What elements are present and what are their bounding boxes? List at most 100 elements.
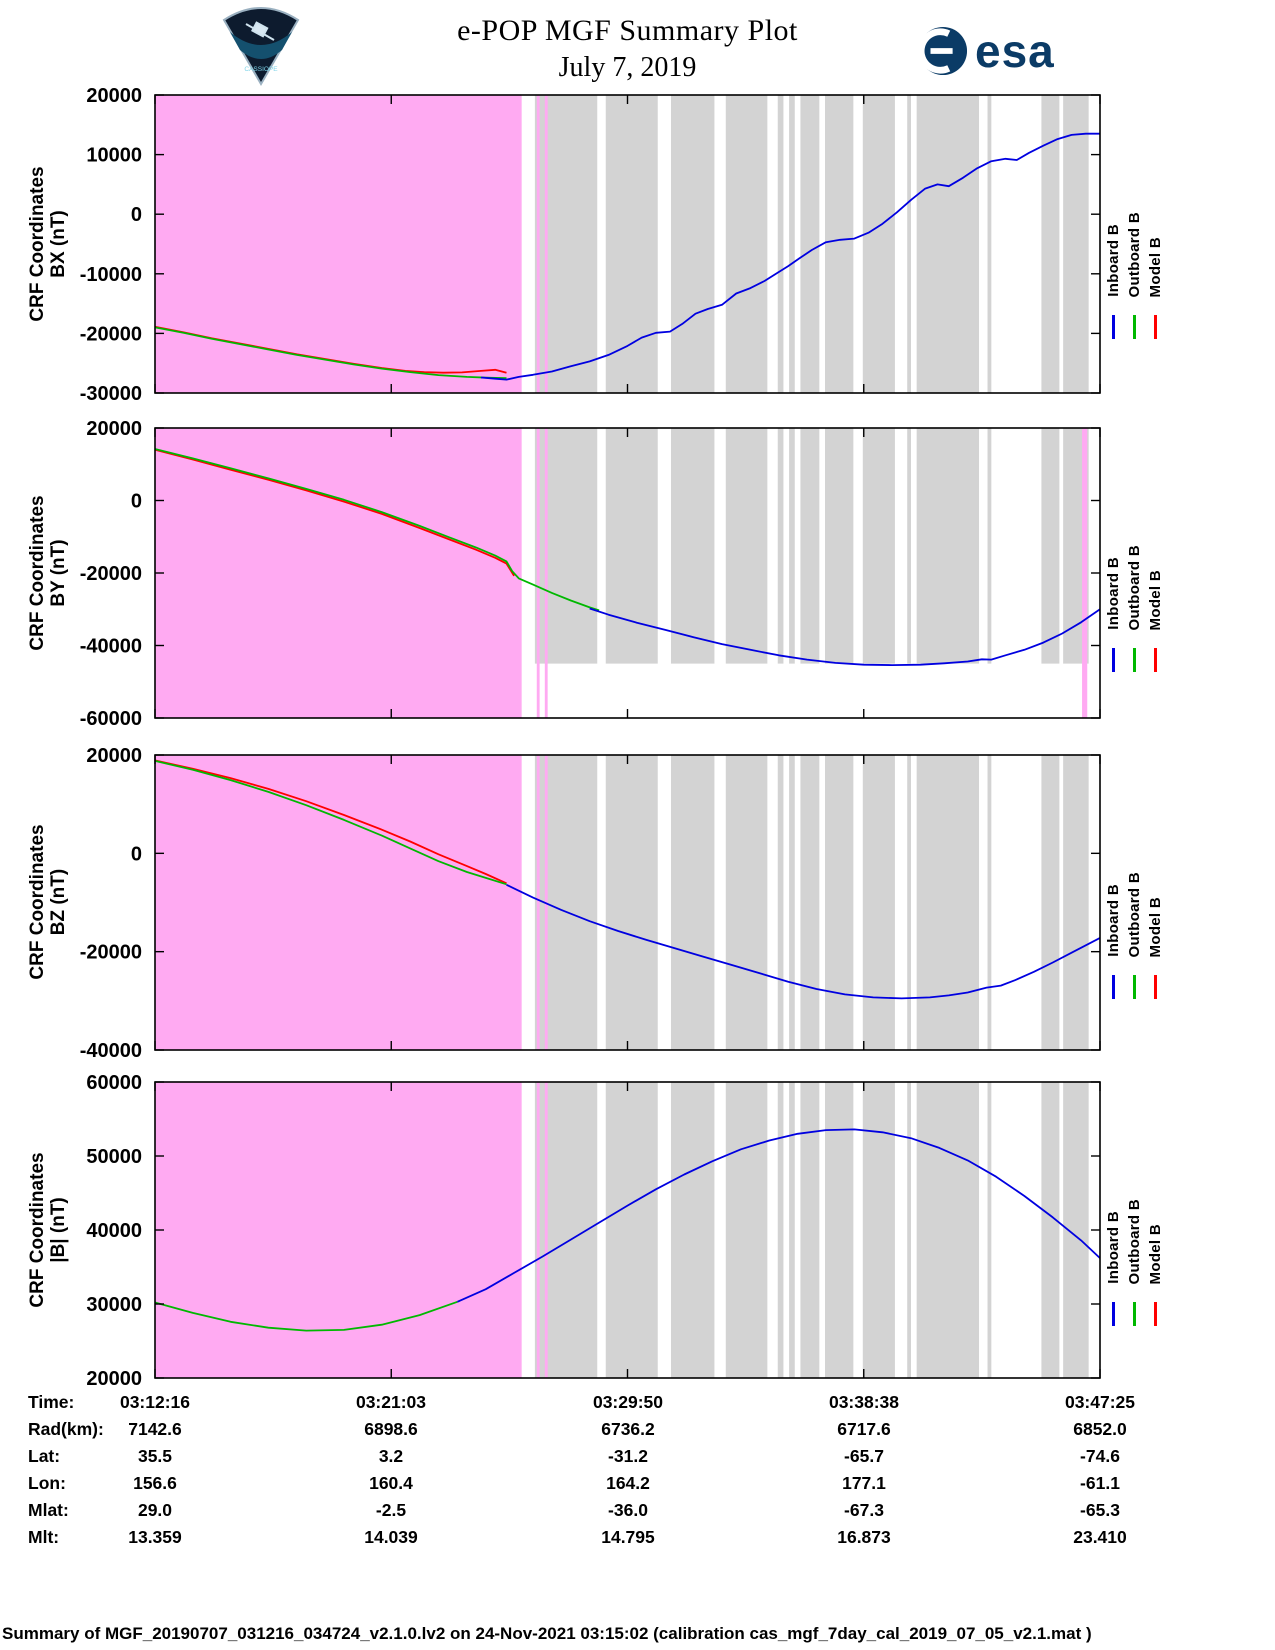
y-tick-label: 0	[131, 204, 142, 226]
pink-sliver	[536, 95, 540, 393]
gray-band	[534, 428, 598, 664]
gray-band	[907, 1082, 911, 1378]
plot-panel-by: 20000 0 -20000 -40000 -60000	[60, 418, 1120, 730]
table-cell: 177.1	[842, 1473, 886, 1493]
gray-band	[1063, 95, 1089, 393]
cassiope-patch-logo: CASSIOPE	[218, 4, 304, 88]
table-cell: -65.3	[1080, 1500, 1120, 1520]
gray-band	[1041, 755, 1060, 1050]
table-row-rad: Rad(km): 7142.6 6898.6 6736.2 6717.6 685…	[0, 1419, 1275, 1446]
table-cell: -74.6	[1080, 1446, 1120, 1466]
gray-band	[800, 1082, 820, 1378]
gray-band	[789, 428, 795, 664]
table-cell: 6736.2	[601, 1419, 655, 1439]
table-cell: 29.0	[137, 1500, 173, 1520]
row-label: Lat:	[28, 1446, 61, 1466]
series-model-b	[154, 448, 515, 577]
legend-swatch-outboard	[1132, 1302, 1136, 1326]
y-tick-label: 0	[131, 843, 142, 865]
gray-band	[862, 755, 895, 1050]
gray-band	[777, 428, 784, 664]
table-cell: 16.873	[837, 1527, 891, 1547]
legend-swatch-outboard	[1132, 648, 1136, 672]
pink-sliver	[536, 1082, 540, 1378]
table-cell: 14.795	[601, 1527, 655, 1547]
table-row-mlt: Mlt: 13.359 14.039 14.795 16.873 23.410	[0, 1527, 1275, 1554]
pink-region	[155, 428, 522, 718]
table-cell: 156.6	[133, 1473, 177, 1493]
summary-footer: Summary of MGF_20190707_031216_034724_v2…	[2, 1624, 1092, 1643]
table-cell: 03:12:16	[119, 1392, 191, 1412]
gray-band	[907, 95, 911, 393]
patch-label: CASSIOPE	[244, 66, 278, 73]
row-label: Mlat:	[28, 1500, 69, 1520]
series-model-b	[154, 759, 507, 885]
gray-band	[987, 95, 992, 393]
legend-bx: Inboard B Outboard B Model B	[1104, 129, 1164, 339]
table-cell: 6717.6	[837, 1419, 891, 1439]
series-outboard-b	[154, 326, 507, 379]
legend-label: Inboard B	[1104, 884, 1122, 957]
gray-band	[1041, 428, 1060, 664]
pink-region	[155, 1082, 522, 1378]
y-tick-label: 20000	[86, 85, 142, 107]
pink-region	[155, 95, 522, 393]
plot-panel-bz: 20000 0 -20000 -40000	[60, 745, 1120, 1062]
y-tick-label: -60000	[80, 708, 142, 730]
legend-item-inboard: Inboard B	[1104, 1116, 1122, 1326]
legend-swatch-model	[1153, 1302, 1157, 1326]
gray-band	[670, 95, 715, 393]
y-tick-label: -20000	[80, 942, 142, 964]
table-row-lon: Lon: 156.6 160.4 164.2 177.1 -61.1	[0, 1473, 1275, 1500]
ephemeris-table: Time: 03:12:16 03:21:03 03:29:50 03:38:3…	[0, 1392, 1275, 1562]
legend-item-inboard: Inboard B	[1104, 789, 1122, 999]
series-inboard-b	[480, 132, 1100, 381]
gray-band	[725, 1082, 768, 1378]
legend-label: Inboard B	[1104, 1211, 1122, 1284]
gray-band	[862, 95, 895, 393]
y-tick-label: 0	[131, 491, 142, 513]
gray-band	[862, 428, 895, 664]
gray-band	[605, 95, 658, 393]
legend-label: Outboard B	[1125, 544, 1143, 631]
y-tick-label: 50000	[86, 1146, 142, 1168]
gray-band	[670, 428, 715, 664]
y-tick-label: 20000	[86, 418, 142, 440]
legend-label: Outboard B	[1125, 871, 1143, 958]
legend-swatch-outboard	[1132, 315, 1136, 339]
legend-by: Inboard B Outboard B Model B	[1104, 462, 1164, 672]
series-inboard-b	[589, 607, 1101, 667]
legend-label: Inboard B	[1104, 557, 1122, 630]
table-cell: -36.0	[608, 1500, 648, 1520]
table-cell: 6852.0	[1073, 1419, 1127, 1439]
y-tick-label: 40000	[86, 1220, 142, 1242]
y-tick-label: 30000	[86, 1294, 142, 1316]
gray-band	[725, 428, 768, 664]
y-axis-label-line1: CRF Coordinates	[27, 824, 48, 980]
legend-swatch-inboard	[1111, 975, 1115, 999]
table-cell: 03:29:50	[592, 1392, 664, 1412]
gray-band	[987, 755, 992, 1050]
pink-sliver	[544, 1082, 548, 1378]
legend-item-outboard: Outboard B	[1125, 129, 1143, 339]
plot-border	[154, 1081, 1101, 1379]
table-cell: 7142.6	[128, 1419, 182, 1439]
legend-label: Outboard B	[1125, 1198, 1143, 1285]
legend-label: Model B	[1146, 569, 1164, 630]
y-tick-label: -20000	[80, 563, 142, 585]
series-inboard-b	[506, 883, 1101, 1000]
table-row-mlat: Mlat: 29.0 -2.5 -36.0 -67.3 -65.3	[0, 1500, 1275, 1527]
legend-item-inboard: Inboard B	[1104, 129, 1122, 339]
y-tick-label: -20000	[80, 323, 142, 345]
gray-band	[825, 1082, 854, 1378]
table-cell: 160.4	[369, 1473, 413, 1493]
y-axis-label-line1: CRF Coordinates	[27, 495, 48, 651]
gray-band	[789, 1082, 795, 1378]
gray-band	[777, 755, 784, 1050]
esa-logo: esa	[918, 26, 1055, 76]
legend-item-model: Model B	[1146, 789, 1164, 999]
gray-band	[800, 755, 820, 1050]
legend-item-outboard: Outboard B	[1125, 789, 1143, 999]
y-tick-label: 60000	[86, 1072, 142, 1094]
